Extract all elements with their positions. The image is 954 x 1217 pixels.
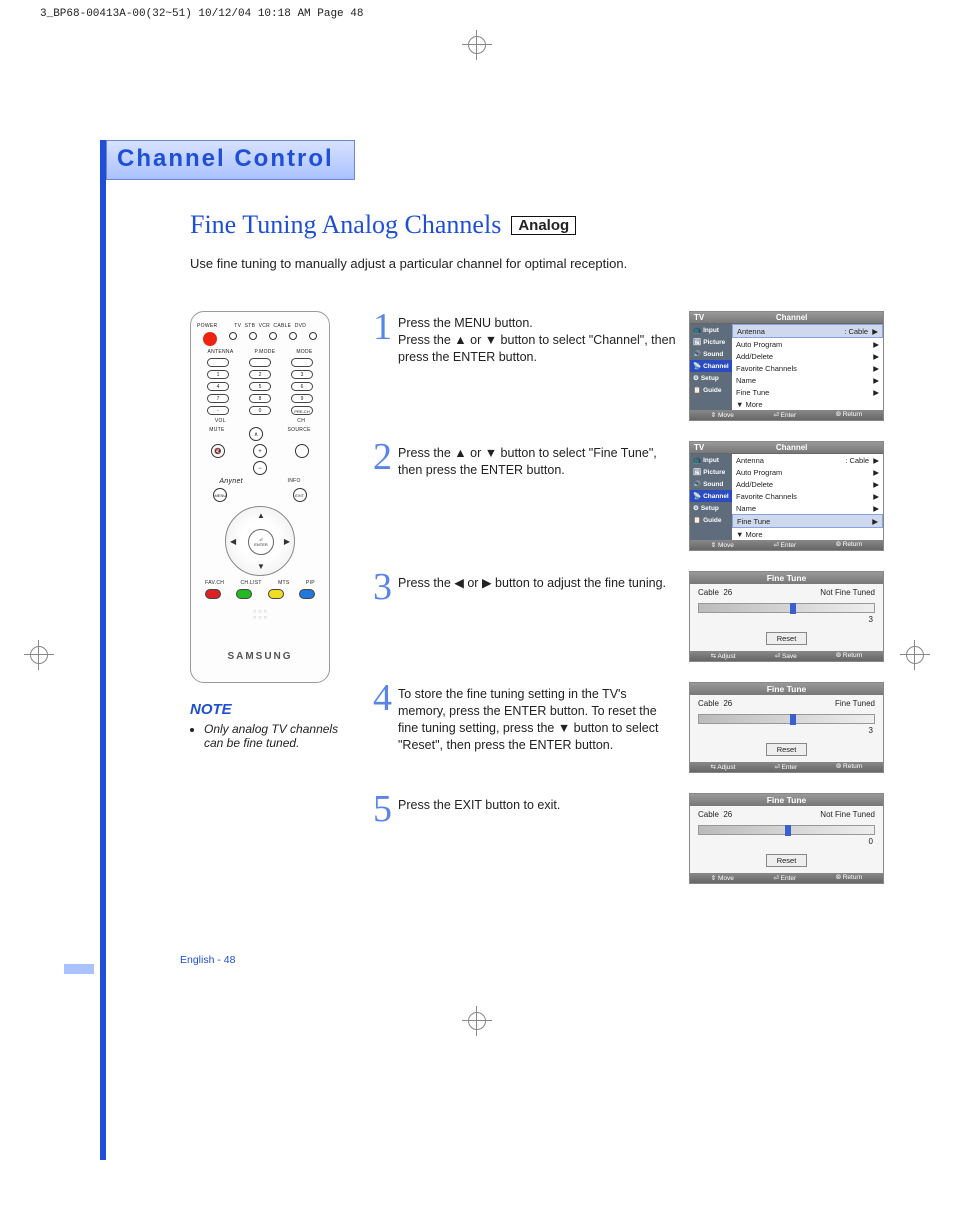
- intro-text: Use fine tuning to manually adjust a par…: [190, 256, 884, 271]
- reset-button: Reset: [766, 632, 808, 645]
- crop-mark-bottom: [0, 996, 954, 1046]
- subheading: Fine Tuning Analog Channels: [190, 210, 501, 240]
- step-number: 2: [368, 441, 392, 473]
- reset-button: Reset: [766, 743, 808, 756]
- osd-fine-tune: Fine Tune Cable 26Not Fine Tuned 0 Reset…: [689, 793, 884, 884]
- note-title: NOTE: [190, 701, 340, 718]
- print-header: 3_BP68-00413A-00(32~51) 10/12/04 10:18 A…: [0, 0, 954, 20]
- reset-button: Reset: [766, 854, 808, 867]
- crop-mark-top: [0, 20, 954, 70]
- page-footer: English - 48: [180, 954, 884, 966]
- note-item: Only analog TV channels can be fine tune…: [204, 722, 340, 750]
- step-text: Press the MENU button.Press the ▲ or ▼ b…: [398, 311, 677, 366]
- step-text: Press the ◀ or ▶ button to adjust the fi…: [398, 571, 677, 592]
- step-text: Press the ▲ or ▼ button to select "Fine …: [398, 441, 677, 479]
- page-number-bar: [64, 964, 94, 974]
- step-number: 1: [368, 311, 392, 343]
- remote-brand: SAMSUNG: [197, 651, 323, 662]
- step-number: 5: [368, 793, 392, 825]
- osd-channel-menu: TVChannel 📺 Input 🖼 Picture 🔊 Sound 📡 Ch…: [689, 441, 884, 551]
- section-title: Channel Control: [106, 140, 355, 180]
- step-text: Press the EXIT button to exit.: [398, 793, 677, 814]
- osd-channel-menu: TVChannel 📺 Input 🖼 Picture 🔊 Sound 📡 Ch…: [689, 311, 884, 421]
- step-text: To store the fine tuning setting in the …: [398, 682, 677, 754]
- osd-fine-tune: Fine Tune Cable 26Not Fine Tuned 3 Reset…: [689, 571, 884, 662]
- analog-badge: Analog: [511, 216, 576, 235]
- remote-illustration: POWERTV STB VCR CABLE DVD ANTENNAP.MODEM…: [190, 311, 330, 683]
- step-number: 4: [368, 682, 392, 714]
- step-number: 3: [368, 571, 392, 603]
- osd-fine-tune: Fine Tune Cable 26Fine Tuned 3 Reset ⇆ A…: [689, 682, 884, 773]
